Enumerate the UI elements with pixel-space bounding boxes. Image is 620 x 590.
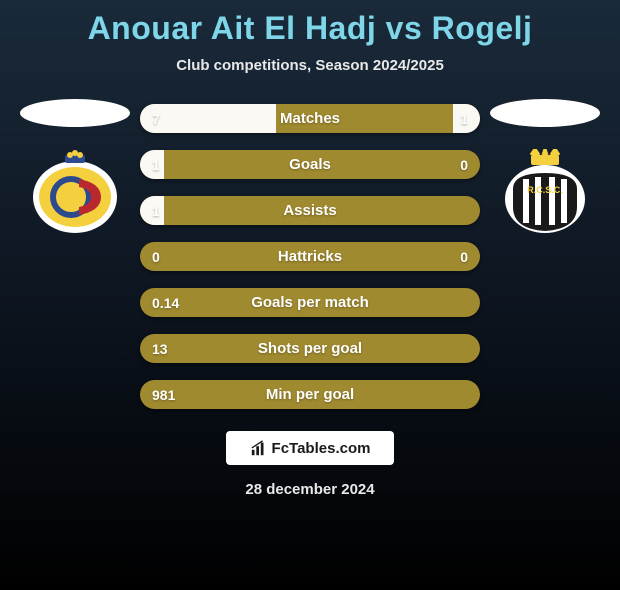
union-sg-crest-icon [25,149,125,235]
stat-label: Min per goal [266,386,354,403]
stat-bar-fill-left [140,104,276,133]
stat-bar: 13 Shots per goal [140,334,480,363]
stat-bar: 1 Goals 0 [140,150,480,179]
stat-label: Goals per match [251,294,369,311]
stat-left-value: 0 [152,249,160,265]
right-player-column: R.C.S.C. [490,99,600,235]
date-label: 28 december 2024 [0,481,620,498]
left-team-crest [25,149,125,235]
stat-left-value: 981 [152,387,175,403]
stat-label: Hattricks [278,248,342,265]
stat-left-value: 1 [152,203,160,219]
stat-left-value: 13 [152,341,168,357]
stat-left-value: 0.14 [152,295,179,311]
charleroi-crest-icon: R.C.S.C. [495,149,595,235]
stat-bar: 0.14 Goals per match [140,288,480,317]
right-team-crest: R.C.S.C. [495,149,595,235]
stat-left-value: 1 [152,157,160,173]
stat-label: Assists [283,202,336,219]
stat-right-value: 0 [460,249,468,265]
svg-text:R.C.S.C.: R.C.S.C. [527,185,563,195]
page-title: Anouar Ait El Hadj vs Rogelj [0,10,620,47]
left-player-placeholder [20,99,130,127]
stat-right-value: 1 [460,111,468,127]
chart-icon [250,439,268,457]
stat-bar: 1 Assists [140,196,480,225]
stat-label: Shots per goal [258,340,362,357]
brand-badge: FcTables.com [226,431,394,465]
stat-bar: 0 Hattricks 0 [140,242,480,271]
stat-label: Matches [280,110,340,127]
stat-bars: 7 Matches 1 1 Goals 0 1 Assists 0 Hattricks 0 0.14 G… [140,104,480,409]
brand-text: FcTables.com [272,440,371,457]
stat-label: Goals [289,156,331,173]
stat-right-value: 0 [460,157,468,173]
stat-bar: 981 Min per goal [140,380,480,409]
stat-bar: 7 Matches 1 [140,104,480,133]
left-player-column [20,99,130,235]
right-player-placeholder [490,99,600,127]
stat-left-value: 7 [152,111,160,127]
subtitle: Club competitions, Season 2024/2025 [0,57,620,74]
comparison-content: 7 Matches 1 1 Goals 0 1 Assists 0 Hattricks 0 0.14 G… [0,104,620,409]
